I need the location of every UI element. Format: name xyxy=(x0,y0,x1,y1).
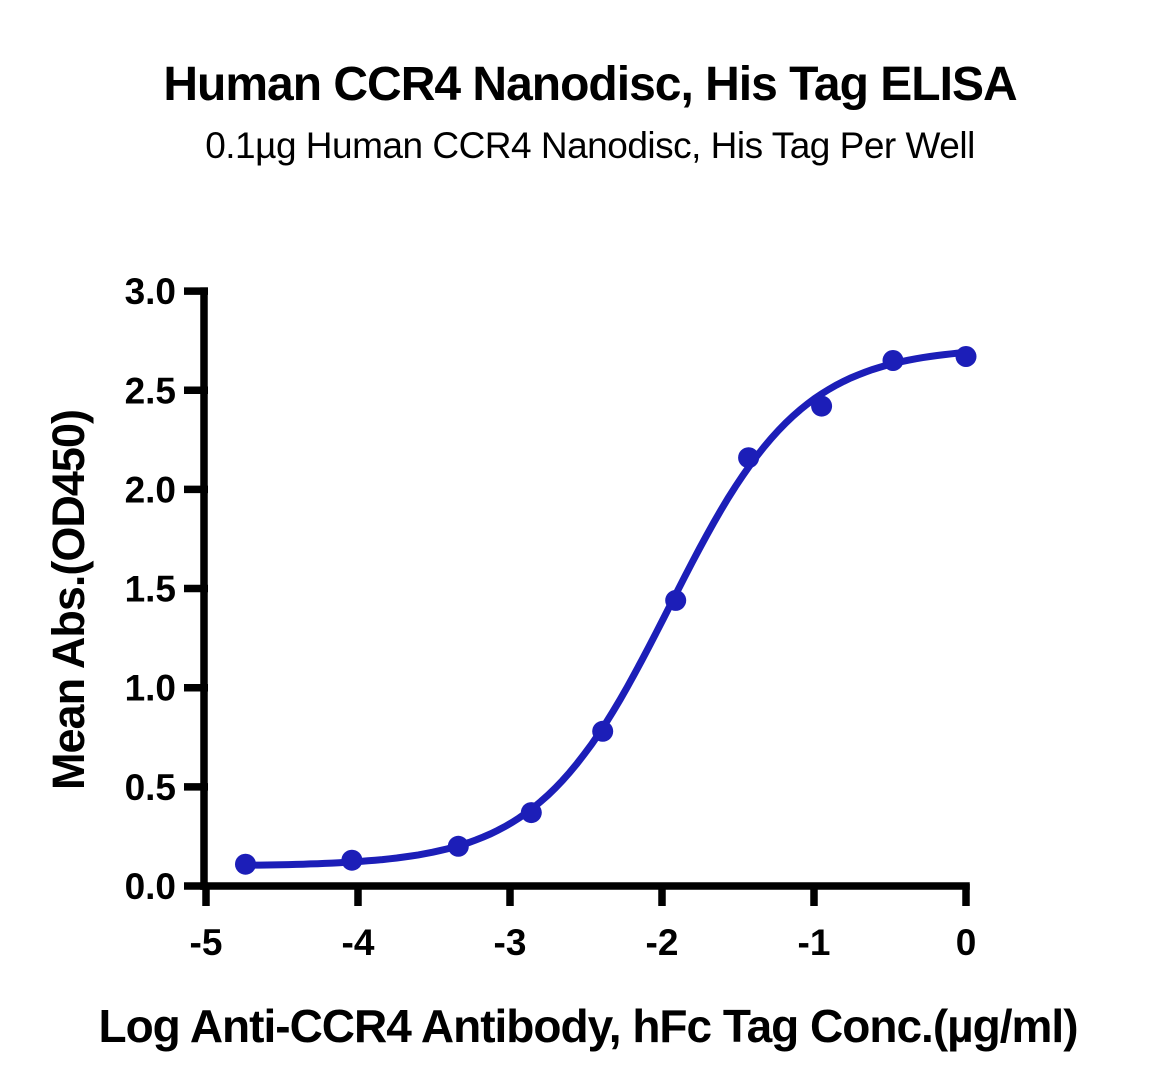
x-tick-label: -3 xyxy=(494,922,527,963)
data-point xyxy=(811,395,833,417)
data-point xyxy=(592,720,614,742)
data-point xyxy=(235,853,256,875)
data-point xyxy=(738,447,760,469)
x-tick-label: 0 xyxy=(956,922,977,963)
y-tick-label: 2.5 xyxy=(125,370,176,411)
chart-subtitle: 0.1µg Human CCR4 Nanodisc, His Tag Per W… xyxy=(205,125,975,166)
y-tick-label: 0.5 xyxy=(125,767,176,808)
x-tick-label: -5 xyxy=(190,922,223,963)
y-tick-label: 1.0 xyxy=(125,668,176,709)
data-point xyxy=(882,350,904,371)
axes xyxy=(184,287,970,906)
data-point xyxy=(955,346,977,367)
x-tick-label: -4 xyxy=(342,922,375,963)
tick-labels: 0.0 0.5 1.0 1.5 2.0 2.5 3.0 -5 -4 -3 -2 -1 0 xyxy=(125,271,977,963)
x-axis-label: Log Anti-CCR4 Antibody, hFc Tag Conc.(µg… xyxy=(98,1000,1077,1052)
chart-title: Human CCR4 Nanodisc, His Tag ELISA xyxy=(163,58,1017,111)
data-point xyxy=(520,802,542,824)
fit-curve-line xyxy=(242,348,970,869)
data-point xyxy=(447,835,469,857)
y-tick-label: 3.0 xyxy=(125,271,176,312)
y-axis-label: Mean Abs.(OD450) xyxy=(43,410,94,790)
data-points xyxy=(235,346,977,875)
y-tick-label: 0.0 xyxy=(125,866,176,907)
x-tick-label: -2 xyxy=(646,922,679,963)
data-point xyxy=(665,589,687,611)
y-tick-label: 1.5 xyxy=(125,569,176,610)
data-point xyxy=(341,849,363,871)
y-tick-label: 2.0 xyxy=(125,469,176,510)
x-tick-label: -1 xyxy=(798,922,831,963)
